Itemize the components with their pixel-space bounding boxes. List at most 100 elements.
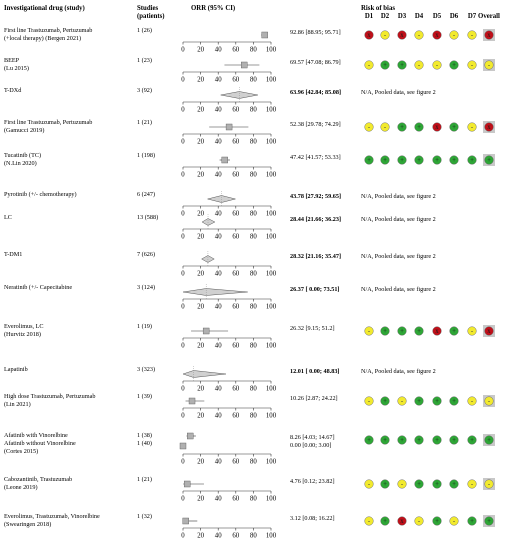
x-tick-label: 0	[181, 343, 185, 350]
risk-of-bias-row: - + + - - + - -	[364, 59, 495, 71]
x-tick-label: 60	[232, 533, 239, 540]
rob-low-icon	[484, 516, 494, 526]
rob-domain-label: D7	[468, 13, 477, 20]
x-tick-label: 20	[197, 107, 204, 114]
rob-some-icon	[467, 396, 477, 406]
forest-row: First line Trastuzumab, Pertuzumab(Gamuc…	[4, 119, 495, 146]
forest-row: High dose Trastuzumab, Pertuzumab(Lin 20…	[4, 393, 495, 420]
forest-row: T-DXd 3 (92) 0 20 40 60 80 100 63.96 [42.84; 85.…	[4, 87, 436, 114]
rob-low-icon	[414, 435, 424, 445]
estimate-label: 63.96 [42.84; 85.08]	[290, 89, 341, 96]
drug-label: Tucatinib (TC)	[4, 152, 41, 159]
x-tick-label: 60	[232, 459, 239, 466]
x-tick-label: 60	[232, 234, 239, 241]
rob-not-applicable: N/A, Pooled data, see figure 2	[361, 216, 436, 223]
studies-count: 7 (626)	[137, 251, 155, 258]
rob-low-icon	[364, 155, 374, 165]
study-point	[225, 123, 233, 131]
drug-label: First line Trastuzumab, Pertuzumab	[4, 119, 92, 126]
rob-low-icon	[467, 435, 477, 445]
x-tick-label: 40	[215, 533, 222, 540]
rob-low-icon	[449, 326, 459, 336]
rob-not-applicable: N/A, Pooled data, see figure 2	[361, 286, 436, 293]
x-tick-label: 20	[197, 533, 204, 540]
rob-symbol: +	[417, 124, 421, 131]
x-tick-label: 20	[197, 47, 204, 54]
studies-count: 3 (323)	[137, 366, 155, 373]
forest-row: BEEP(Lu 2015) 1 (23) 0 20 40 60 80 100 69.57 [47…	[4, 57, 495, 84]
x-tick-label: 0	[181, 413, 185, 420]
estimate-label: 12.01 [ 0.00; 48.83]	[290, 368, 340, 375]
x-tick-label: 100	[266, 271, 277, 278]
rob-low-icon	[380, 60, 390, 70]
rob-low-icon	[449, 122, 459, 132]
rob-some-icon	[484, 396, 494, 406]
rob-symbol: +	[417, 157, 421, 164]
rob-symbol: -	[488, 481, 491, 488]
x-tick-label: 20	[197, 343, 204, 350]
x-tick-label: 0	[181, 496, 185, 503]
x-tick-label: 80	[250, 343, 257, 350]
drug-label: Everolimus, Trastuzumab, Vinorelbine	[4, 513, 100, 520]
x-tick-label: 20	[197, 413, 204, 420]
x-tick-label: 80	[250, 304, 257, 311]
rob-symbol: -	[368, 398, 371, 405]
rob-symbol: +	[452, 62, 456, 69]
rob-domain-label: D4	[415, 13, 424, 20]
header-studies: Studies	[137, 5, 159, 12]
x-tick-label: 20	[197, 139, 204, 146]
rob-low-icon	[449, 396, 459, 406]
studies-count: 3 (124)	[137, 284, 155, 291]
rob-symbol: +	[367, 157, 371, 164]
rob-some-icon	[484, 60, 494, 70]
x-axis: 0 20 40 60 80 100	[181, 101, 277, 114]
rob-symbol: -	[453, 32, 456, 39]
drug-label: High dose Trastuzumab, Pertuzumab	[4, 393, 95, 400]
x-tick-label: 60	[232, 47, 239, 54]
x-tick-label: 20	[197, 304, 204, 311]
x-tick-label: 60	[232, 304, 239, 311]
table-header: Investigational drug (study) Studies (pa…	[4, 5, 395, 20]
rob-low-icon	[414, 396, 424, 406]
rob-symbol: +	[417, 481, 421, 488]
rob-low-icon	[432, 396, 442, 406]
rob-high-icon	[397, 516, 407, 526]
x-axis: 0 20 40 60 80 100	[181, 205, 277, 218]
rob-low-icon	[414, 479, 424, 489]
drug-label: Pyrotinib (+/- chemotherapy)	[4, 191, 77, 198]
rob-symbol: -	[418, 32, 421, 39]
rob-symbol: x	[435, 32, 439, 39]
rob-low-icon	[414, 122, 424, 132]
x-axis: 0 20 40 60 80 100	[181, 265, 277, 278]
rob-some-icon	[364, 516, 374, 526]
rob-symbol: +	[435, 157, 439, 164]
drug-label: T-DXd	[4, 87, 22, 94]
rob-symbol: -	[418, 518, 421, 525]
rob-some-icon	[364, 122, 374, 132]
studies-count: 1 (198)	[137, 152, 155, 159]
forest-row: First line Trastuzumab, Pertuzumab(+loca…	[4, 27, 495, 54]
rob-some-icon	[397, 479, 407, 489]
x-tick-label: 0	[181, 107, 185, 114]
risk-of-bias-row: - + x - + - + +	[364, 515, 495, 527]
x-tick-label: 100	[266, 47, 277, 54]
x-tick-label: 0	[181, 271, 185, 278]
rob-symbol: -	[471, 481, 474, 488]
x-tick-label: 100	[266, 459, 277, 466]
drug-label: LC	[4, 214, 12, 221]
rob-symbol: +	[452, 437, 456, 444]
rob-symbol: -	[471, 328, 474, 335]
estimate-label: 47.42 [41.57; 53.33]	[290, 154, 341, 161]
x-tick-label: 80	[250, 172, 257, 179]
rob-symbol: -	[488, 62, 491, 69]
x-tick-label: 100	[266, 107, 277, 114]
rob-some-icon	[467, 30, 477, 40]
header-orr: ORR (95% CI)	[191, 5, 235, 12]
x-tick-label: 40	[215, 77, 222, 84]
estimate-label: 69.57 [47.08; 86.79]	[290, 59, 341, 66]
rob-some-icon	[364, 396, 374, 406]
drug-label: (Gamucci 2019)	[4, 127, 44, 134]
x-tick-label: 80	[250, 413, 257, 420]
studies-count: 1 (19)	[137, 323, 152, 330]
rob-some-icon	[380, 122, 390, 132]
